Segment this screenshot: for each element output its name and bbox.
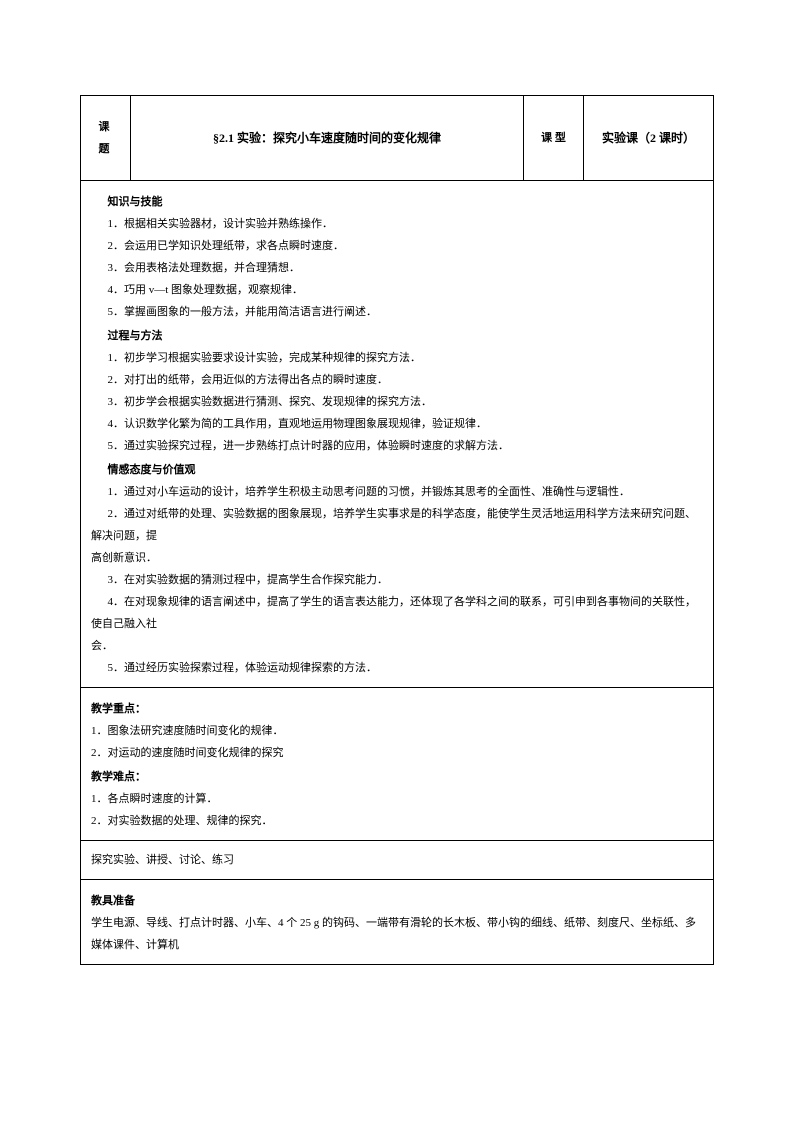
header-row: 课 题 §2.1 实验：探究小车速度随时间的变化规律 课 型 实验课（2 课时） [81, 96, 714, 181]
kp-item: 2．对运动的速度随时间变化规律的探究 [91, 742, 703, 764]
obj-item: 3．在对实验数据的猜测过程中，提高学生合作探究能力． [91, 569, 703, 591]
kp-item: 1．各点瞬时速度的计算． [91, 788, 703, 810]
kp-item: 1．图象法研究速度随时间变化的规律． [91, 720, 703, 742]
obj-item: 4．巧用 v—t 图象处理数据，观察规律． [91, 279, 703, 301]
heading-keypoint: 教学重点： [91, 698, 703, 720]
topic-label: 课 题 [81, 96, 131, 181]
obj-item: 5．通过经历实验探索过程，体验运动规律探索的方法． [91, 657, 703, 679]
method-text: 探究实验、讲授、讨论、练习 [91, 849, 703, 871]
type-value: 实验课（2 课时） [584, 96, 714, 181]
type-label: 课 型 [524, 96, 584, 181]
method-cell: 探究实验、讲授、讨论、练习 [81, 841, 714, 880]
heading-attitude: 情感态度与价值观 [91, 459, 703, 481]
keypoints-row: 教学重点： 1．图象法研究速度随时间变化的规律． 2．对运动的速度随时间变化规律… [81, 688, 714, 841]
lesson-plan-table: 课 题 §2.1 实验：探究小车速度随时间的变化规律 课 型 实验课（2 课时）… [80, 95, 714, 965]
objectives-cell: 知识与技能 1．根据相关实验器材，设计实验并熟练操作． 2．会运用已学知识处理纸… [81, 181, 714, 688]
obj-item: 3．初步学会根据实验数据进行猜测、探究、发现规律的探究方法． [91, 391, 703, 413]
objectives-row: 知识与技能 1．根据相关实验器材，设计实验并熟练操作． 2．会运用已学知识处理纸… [81, 181, 714, 688]
tools-text: 学生电源、导线、打点计时器、小车、4 个 25 g 的钩码、一端带有滑轮的长木板… [91, 912, 703, 956]
heading-process: 过程与方法 [91, 325, 703, 347]
obj-item: 2．会运用已学知识处理纸带，求各点瞬时速度． [91, 235, 703, 257]
kp-item: 2．对实验数据的处理、规律的探究． [91, 810, 703, 832]
method-row: 探究实验、讲授、讨论、练习 [81, 841, 714, 880]
keypoints-cell: 教学重点： 1．图象法研究速度随时间变化的规律． 2．对运动的速度随时间变化规律… [81, 688, 714, 841]
heading-knowledge: 知识与技能 [91, 191, 703, 213]
obj-item: 2．对打出的纸带，会用近似的方法得出各点的瞬时速度． [91, 369, 703, 391]
obj-item: 5．通过实验探究过程，进一步熟练打点计时器的应用，体验瞬时速度的求解方法． [91, 435, 703, 457]
obj-item: 1．根据相关实验器材，设计实验并熟练操作． [91, 213, 703, 235]
heading-tools: 教具准备 [91, 890, 703, 912]
obj-item: 1．通过对小车运动的设计，培养学生积极主动思考问题的习惯，并锻炼其思考的全面性、… [91, 481, 703, 503]
obj-item: 高创新意识． [91, 547, 703, 569]
tools-row: 教具准备 学生电源、导线、打点计时器、小车、4 个 25 g 的钩码、一端带有滑… [81, 880, 714, 965]
tools-cell: 教具准备 学生电源、导线、打点计时器、小车、4 个 25 g 的钩码、一端带有滑… [81, 880, 714, 965]
obj-item: 4．在对现象规律的语言阐述中，提高了学生的语言表达能力，还体现了各学科之间的联系… [91, 591, 703, 635]
obj-item: 4．认识数学化繁为简的工具作用，直观地运用物理图象展现规律，验证规律． [91, 413, 703, 435]
obj-item: 会． [91, 635, 703, 657]
obj-item: 5．掌握画图象的一般方法，并能用简洁语言进行阐述． [91, 301, 703, 323]
lesson-title: §2.1 实验：探究小车速度随时间的变化规律 [131, 96, 524, 181]
heading-difficulty: 教学难点： [91, 766, 703, 788]
obj-item: 1．初步学习根据实验要求设计实验，完成某种规律的探究方法． [91, 347, 703, 369]
obj-item: 3．会用表格法处理数据，并合理猜想． [91, 257, 703, 279]
obj-item: 2．通过对纸带的处理、实验数据的图象展现，培养学生实事求是的科学态度，能使学生灵… [91, 503, 703, 547]
